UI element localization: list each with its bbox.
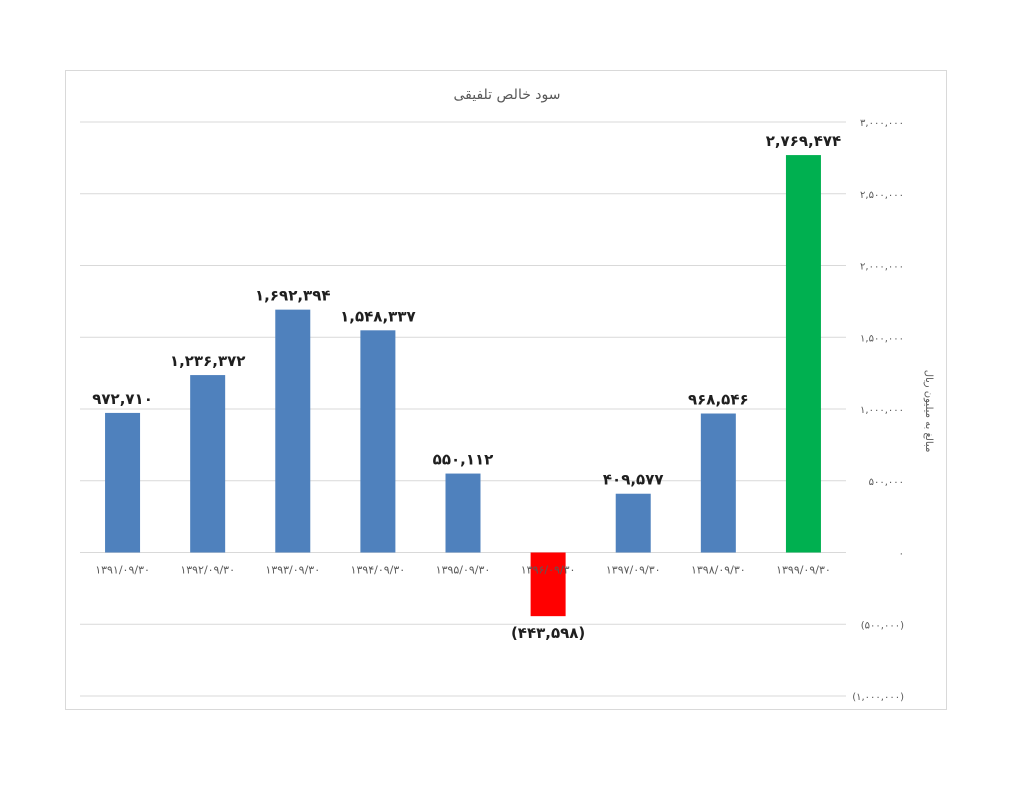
data-label: (۴۴۳,۵۹۸) <box>511 624 585 642</box>
bar <box>190 375 226 553</box>
y-tick-label: ۲,۵۰۰,۰۰۰ <box>860 190 904 201</box>
y-tick-label: ۱,۰۰۰,۰۰۰ <box>860 405 904 416</box>
x-tick-label: ۱۳۹۳/۰۹/۳۰ <box>265 564 320 577</box>
bar <box>445 473 481 553</box>
y-tick-label: ۲,۰۰۰,۰۰۰ <box>860 262 904 273</box>
bar <box>700 413 736 553</box>
y-tick-label: ۱,۵۰۰,۰۰۰ <box>860 333 904 344</box>
bar <box>615 493 651 553</box>
x-tick-label: ۱۳۹۲/۰۹/۳۰ <box>180 564 235 577</box>
x-tick-label: ۱۳۹۶/۰۹/۳۰ <box>521 564 576 577</box>
net-profit-chart: سود خالص تلفیقی ۳,۰۰۰,۰۰۰ ۲,۵۰۰,۰۰۰ ۲,۰۰۰,… <box>80 87 934 703</box>
y-tick-label: ۵۰۰,۰۰۰ <box>869 477 904 488</box>
bar <box>105 412 141 553</box>
data-label: ۹۷۲,۷۱۰ <box>92 390 153 408</box>
data-label: ۲,۷۶۹,۴۷۴ <box>766 132 841 150</box>
bars <box>105 155 821 617</box>
data-label: ۹۶۸,۵۴۶ <box>688 391 749 409</box>
data-label: ۱,۵۴۸,۳۳۷ <box>340 307 415 325</box>
y-tick-label: ۳,۰۰۰,۰۰۰ <box>860 118 904 129</box>
x-axis-ticks: ۱۳۹۱/۰۹/۳۰ ۱۳۹۲/۰۹/۳۰ ۱۳۹۳/۰۹/۳۰ ۱۳۹۴/۰۹/۳۰… <box>95 564 831 577</box>
data-label: ۴۰۹,۵۷۷ <box>603 471 664 489</box>
y-tick-label: ۰ <box>899 549 904 560</box>
y-axis-label: مبالغ به میلیون ریال <box>923 370 934 453</box>
x-tick-label: ۱۳۹۵/۰۹/۳۰ <box>436 564 491 577</box>
x-tick-label: ۱۳۹۴/۰۹/۳۰ <box>351 564 406 577</box>
chart-frame: سود خالص تلفیقی ۳,۰۰۰,۰۰۰ ۲,۵۰۰,۰۰۰ ۲,۰۰۰,… <box>65 70 947 710</box>
data-label: ۱,۶۹۲,۳۹۴ <box>255 287 330 305</box>
y-tick-label: (۵۰۰,۰۰۰) <box>861 620 904 631</box>
x-tick-label: ۱۳۹۸/۰۹/۳۰ <box>691 564 746 577</box>
data-label: ۵۵۰,۱۱۲ <box>433 451 494 469</box>
data-labels: ۹۷۲,۷۱۰ ۱,۲۳۶,۳۷۲ ۱,۶۹۲,۳۹۴ ۱,۵۴۸,۳۳۷ ۵۵۰,۱۱… <box>92 132 841 642</box>
y-tick-label: (۱,۰۰۰,۰۰۰) <box>852 692 904 703</box>
x-tick-label: ۱۳۹۷/۰۹/۳۰ <box>606 564 661 577</box>
bar <box>360 330 396 553</box>
x-tick-label: ۱۳۹۹/۰۹/۳۰ <box>776 564 831 577</box>
x-tick-label: ۱۳۹۱/۰۹/۳۰ <box>95 564 150 577</box>
bar <box>530 552 566 617</box>
bar <box>275 309 311 553</box>
data-label: ۱,۲۳۶,۳۷۲ <box>170 352 245 370</box>
bar <box>785 155 821 553</box>
chart-title: سود خالص تلفیقی <box>453 87 560 103</box>
y-axis-ticks: ۳,۰۰۰,۰۰۰ ۲,۵۰۰,۰۰۰ ۲,۰۰۰,۰۰۰ ۱,۵۰۰,۰۰۰ ۱,۰۰… <box>852 118 904 703</box>
